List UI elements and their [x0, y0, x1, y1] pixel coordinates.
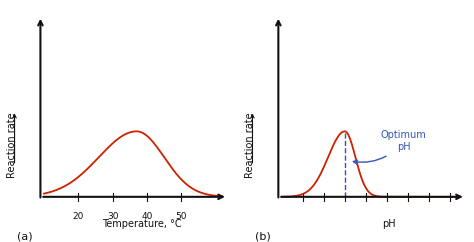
Text: (a): (a) — [17, 231, 33, 241]
Text: Reaction rate: Reaction rate — [7, 112, 17, 178]
Text: 30: 30 — [107, 212, 118, 221]
Text: Optimum
pH: Optimum pH — [353, 130, 427, 164]
Text: 40: 40 — [141, 212, 153, 221]
Text: (b): (b) — [255, 231, 271, 241]
Text: 20: 20 — [73, 212, 84, 221]
Text: pH: pH — [382, 219, 396, 229]
Text: Reaction rate: Reaction rate — [245, 112, 255, 178]
Text: 50: 50 — [175, 212, 187, 221]
Text: Temperature, °C: Temperature, °C — [102, 219, 182, 229]
